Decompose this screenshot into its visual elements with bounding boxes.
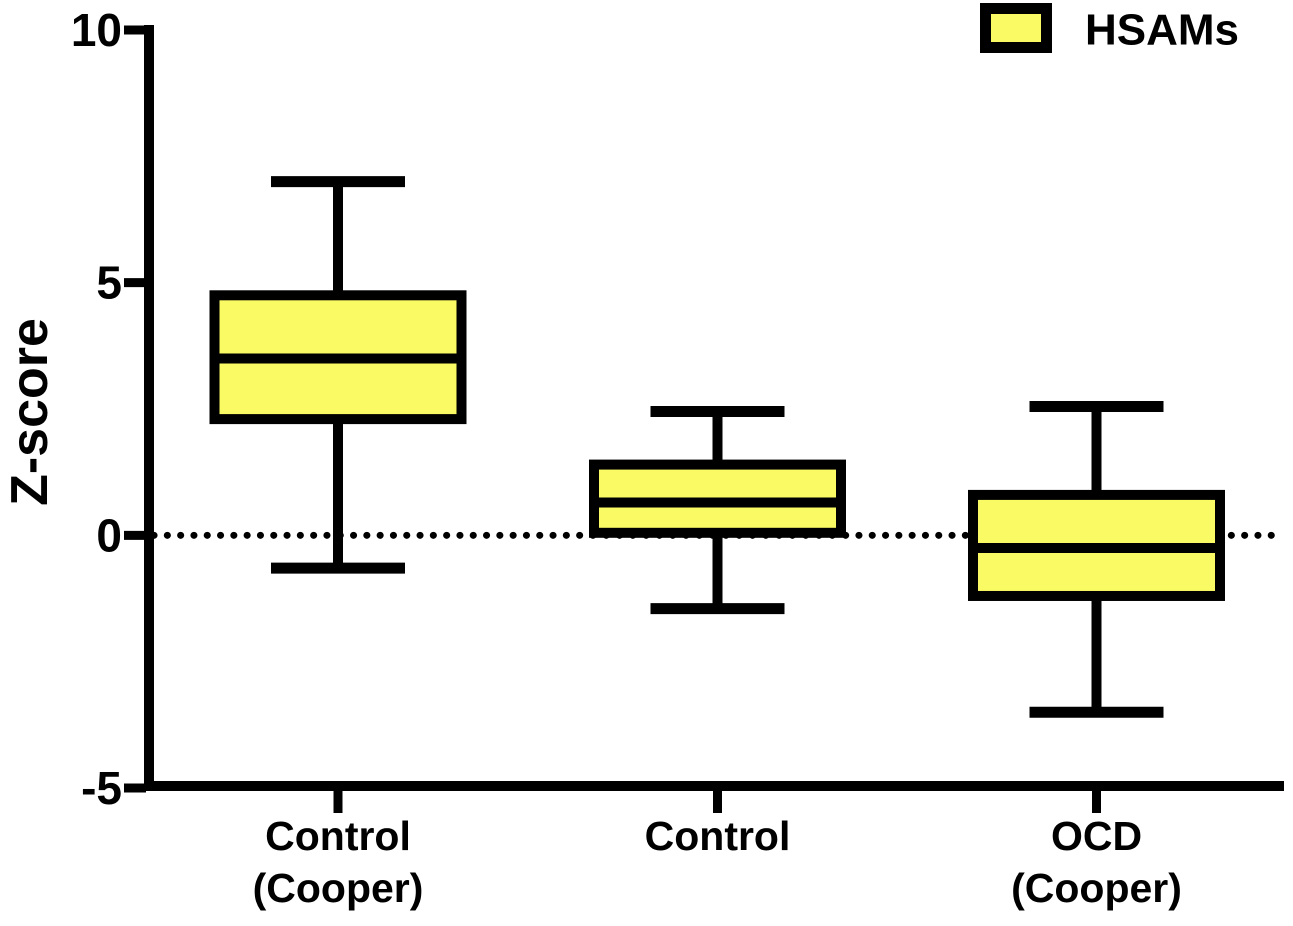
plot-area: 10 5 0 -5 Control (Cooper) Control OCD (Cooper) bbox=[71, 4, 1285, 911]
legend: HSAMs bbox=[980, 3, 1239, 55]
x-category-label: Control bbox=[645, 813, 791, 859]
legend-label: HSAMs bbox=[1085, 6, 1239, 55]
x-category-label: (Cooper) bbox=[253, 865, 424, 911]
y-tick-label: -5 bbox=[81, 762, 122, 814]
y-tick-label: 0 bbox=[96, 509, 122, 561]
box-control-cooper bbox=[209, 176, 467, 574]
x-category-label: (Cooper) bbox=[1011, 865, 1182, 911]
y-tick-label: 5 bbox=[96, 257, 122, 309]
y-axis-title: Z-score bbox=[1, 318, 59, 506]
x-category-label: Control bbox=[265, 813, 411, 859]
box-ocd-cooper bbox=[968, 400, 1225, 718]
box-control bbox=[589, 406, 846, 615]
y-tick-label: 10 bbox=[71, 4, 122, 56]
legend-swatch-icon bbox=[980, 3, 1052, 53]
x-category-label: OCD bbox=[1051, 813, 1142, 859]
